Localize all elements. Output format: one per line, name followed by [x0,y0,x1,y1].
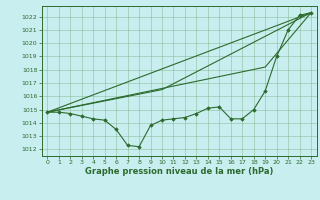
X-axis label: Graphe pression niveau de la mer (hPa): Graphe pression niveau de la mer (hPa) [85,167,273,176]
